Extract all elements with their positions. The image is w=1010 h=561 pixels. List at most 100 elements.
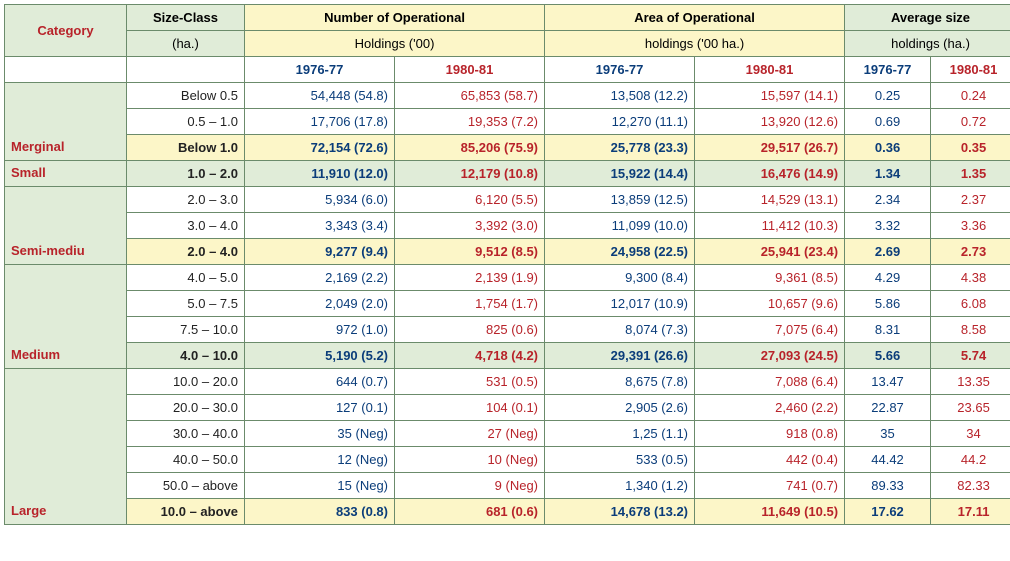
subtotal-row: Below 1.072,154 (72.6)85,206 (75.9)25,77… [5,135,1010,161]
area-1976-77: 1,340 (1.2) [545,473,695,499]
num-1980-81: 1,754 (1.7) [395,291,545,317]
area-1976-77: 12,270 (11.1) [545,109,695,135]
table-row: 30.0 – 40.035 (Neg)27 (Neg)1,25 (1.1)918… [5,421,1010,447]
avg-1976-77: 89.33 [845,473,931,499]
avg-1976-77: 0.25 [845,83,931,109]
size-class: 2.0 – 3.0 [127,187,245,213]
table-row: 50.0 – above15 (Neg)9 (Neg)1,340 (1.2)74… [5,473,1010,499]
num-1980-81: 65,853 (58.7) [395,83,545,109]
category-label: Large [5,369,127,525]
size-class-subtotal: 4.0 – 10.0 [127,343,245,369]
avg-1976-77: 35 [845,421,931,447]
avg-1976-77: 2.34 [845,187,931,213]
area-1976-77: 9,300 (8.4) [545,265,695,291]
area-1976-77: 13,859 (12.5) [545,187,695,213]
col-size-class-unit: (ha.) [127,31,245,57]
avg-1980-81-subtotal: 1.35 [931,161,1010,187]
table-row: MerginalBelow 0.554,448 (54.8)65,853 (58… [5,83,1010,109]
table-row: Medium4.0 – 5.02,169 (2.2)2,139 (1.9)9,3… [5,265,1010,291]
avg-1980-81: 2.37 [931,187,1010,213]
avg-1976-77: 5.86 [845,291,931,317]
subtotal-row: 10.0 – above833 (0.8)681 (0.6)14,678 (13… [5,499,1010,525]
num-1976-77: 17,706 (17.8) [245,109,395,135]
num-1980-81: 9 (Neg) [395,473,545,499]
size-class: 5.0 – 7.5 [127,291,245,317]
num-1980-81: 104 (0.1) [395,395,545,421]
area-1980-81-subtotal: 27,093 (24.5) [695,343,845,369]
area-1976-77: 11,099 (10.0) [545,213,695,239]
avg-1976-77: 3.32 [845,213,931,239]
avg-1976-77-subtotal: 17.62 [845,499,931,525]
area-1976-77: 533 (0.5) [545,447,695,473]
avg-1976-77: 8.31 [845,317,931,343]
area-1976-77-subtotal: 24,958 (22.5) [545,239,695,265]
year-1976-77: 1976-77 [845,57,931,83]
table-row: 40.0 – 50.012 (Neg)10 (Neg)533 (0.5)442 … [5,447,1010,473]
num-1976-77: 644 (0.7) [245,369,395,395]
year-1976-77: 1976-77 [245,57,395,83]
area-1976-77: 2,905 (2.6) [545,395,695,421]
col-number-operational: Number of Operational [245,5,545,31]
size-class-subtotal: 10.0 – above [127,499,245,525]
num-1980-81-subtotal: 85,206 (75.9) [395,135,545,161]
avg-1980-81-subtotal: 17.11 [931,499,1010,525]
area-1980-81-subtotal: 29,517 (26.7) [695,135,845,161]
table-row: Semi-mediu2.0 – 3.05,934 (6.0)6,120 (5.5… [5,187,1010,213]
size-class: 30.0 – 40.0 [127,421,245,447]
num-1980-81-subtotal: 4,718 (4.2) [395,343,545,369]
spacer [5,57,127,83]
num-1980-81: 19,353 (7.2) [395,109,545,135]
avg-1980-81: 8.58 [931,317,1010,343]
num-1980-81: 3,392 (3.0) [395,213,545,239]
size-class: 3.0 – 4.0 [127,213,245,239]
size-class: 20.0 – 30.0 [127,395,245,421]
area-1976-77: 8,074 (7.3) [545,317,695,343]
size-class: 7.5 – 10.0 [127,317,245,343]
avg-1976-77: 13.47 [845,369,931,395]
avg-1980-81: 34 [931,421,1010,447]
table-row: 0.5 – 1.017,706 (17.8)19,353 (7.2)12,270… [5,109,1010,135]
num-1976-77: 35 (Neg) [245,421,395,447]
num-1976-77-subtotal: 9,277 (9.4) [245,239,395,265]
area-1976-77: 1,25 (1.1) [545,421,695,447]
table-row: Large10.0 – 20.0644 (0.7)531 (0.5)8,675 … [5,369,1010,395]
avg-1976-77-subtotal: 5.66 [845,343,931,369]
col-area-operational: Area of Operational [545,5,845,31]
num-1976-77-subtotal: 833 (0.8) [245,499,395,525]
area-1976-77: 12,017 (10.9) [545,291,695,317]
col-number-operational-unit: Holdings ('00) [245,31,545,57]
area-1976-77: 13,508 (12.2) [545,83,695,109]
num-1976-77: 972 (1.0) [245,317,395,343]
year-1976-77: 1976-77 [545,57,695,83]
avg-1980-81: 13.35 [931,369,1010,395]
area-1980-81: 7,088 (6.4) [695,369,845,395]
num-1976-77: 2,169 (2.2) [245,265,395,291]
area-1976-77-subtotal: 15,922 (14.4) [545,161,695,187]
num-1980-81: 10 (Neg) [395,447,545,473]
num-1980-81-subtotal: 681 (0.6) [395,499,545,525]
avg-1980-81-subtotal: 5.74 [931,343,1010,369]
year-1980-81: 1980-81 [395,57,545,83]
num-1976-77: 2,049 (2.0) [245,291,395,317]
subtotal-row: 2.0 – 4.09,277 (9.4)9,512 (8.5)24,958 (2… [5,239,1010,265]
num-1976-77: 15 (Neg) [245,473,395,499]
avg-1976-77: 22.87 [845,395,931,421]
col-average-size: Average size [845,5,1010,31]
num-1976-77: 3,343 (3.4) [245,213,395,239]
category-label: Merginal [5,83,127,161]
area-1980-81-subtotal: 11,649 (10.5) [695,499,845,525]
area-1980-81: 10,657 (9.6) [695,291,845,317]
num-1980-81: 2,139 (1.9) [395,265,545,291]
size-class: Below 0.5 [127,83,245,109]
avg-1976-77: 4.29 [845,265,931,291]
area-1980-81-subtotal: 16,476 (14.9) [695,161,845,187]
num-1976-77: 5,934 (6.0) [245,187,395,213]
num-1976-77: 54,448 (54.8) [245,83,395,109]
num-1976-77: 127 (0.1) [245,395,395,421]
avg-1976-77: 0.69 [845,109,931,135]
area-1976-77-subtotal: 29,391 (26.6) [545,343,695,369]
subtotal-row: 4.0 – 10.05,190 (5.2)4,718 (4.2)29,391 (… [5,343,1010,369]
num-1980-81: 531 (0.5) [395,369,545,395]
area-1980-81: 2,460 (2.2) [695,395,845,421]
avg-1976-77-subtotal: 2.69 [845,239,931,265]
